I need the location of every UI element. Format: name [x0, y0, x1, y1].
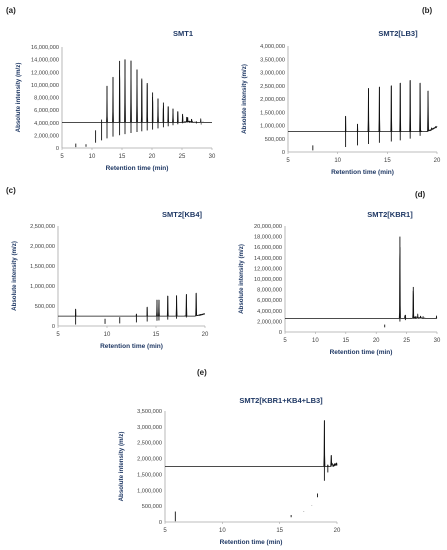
x-tick-label: 25: [403, 338, 410, 344]
x-axis-label: Retention time (min): [331, 169, 394, 176]
y-tick-label: 1,000,000: [260, 124, 285, 130]
y-tick-label: 3,500,000: [137, 409, 162, 415]
x-tick-label: 20: [149, 154, 156, 160]
y-tick-label: 2,000,000: [260, 97, 285, 103]
x-axis-label: Retention time (min): [220, 539, 283, 546]
y-axis-label: Absolute intensity (m/z): [11, 241, 18, 311]
y-tick-label: 14,000,000: [254, 256, 282, 262]
y-tick-label: 2,000,000: [30, 244, 55, 250]
chart-panel-3: SMT2[KB4] 0 500,000 1,000,000 1,500,000 2,000…: [11, 210, 209, 350]
y-tick-label: 0: [279, 330, 282, 336]
x-tick-label: 10: [334, 158, 341, 164]
y-tick-label: 4,000,000: [257, 309, 282, 315]
x-axis-label: Retention time (min): [100, 343, 163, 350]
y-tick-label: 4,000,000: [260, 44, 285, 50]
y-tick-label: 20,000,000: [254, 224, 282, 230]
x-tick-label: 15: [276, 528, 283, 534]
y-tick-label: 8,000,000: [34, 96, 59, 102]
y-tick-label: 18,000,000: [254, 235, 282, 241]
x-tick-label: 10: [219, 528, 226, 534]
chromatogram-trace: [287, 80, 438, 132]
y-tick-label: 1,000,000: [137, 488, 162, 494]
x-tick-label: 30: [209, 154, 216, 160]
x-tick-label: 10: [312, 338, 319, 344]
y-tick-label: 3,500,000: [260, 57, 285, 63]
y-tick-label: 2,000,000: [257, 319, 282, 325]
y-tick-label: 2,500,000: [260, 84, 285, 90]
y-tick-label: 8,000,000: [257, 288, 282, 294]
y-tick-label: 1,500,000: [137, 472, 162, 478]
y-tick-label: 12,000,000: [254, 266, 282, 272]
y-tick-label: 0: [282, 150, 285, 156]
y-tick-label: 500,000: [35, 304, 55, 310]
chromatogram-trace: [57, 292, 206, 317]
y-tick-label: 2,000,000: [137, 457, 162, 463]
x-tick-label: 15: [342, 338, 349, 344]
y-tick-label: 16,000,000: [31, 45, 59, 51]
x-tick-label: 5: [286, 158, 290, 164]
x-tick-label: 25: [179, 154, 186, 160]
chromatogram-trace: [164, 420, 338, 467]
panel-letter-e: (e): [197, 368, 207, 377]
x-tick-label: 30: [434, 338, 441, 344]
y-tick-label: 0: [52, 324, 55, 330]
y-tick-label: 4,000,000: [34, 121, 59, 127]
y-axis-label: Absolute intensity (m/z): [118, 432, 125, 502]
y-tick-label: 500,000: [142, 504, 162, 510]
y-tick-label: 6,000,000: [257, 298, 282, 304]
x-tick-label: 5: [283, 338, 287, 344]
x-tick-label: 5: [60, 154, 64, 160]
chart-panel-2: SMT2[LB3] 0 500,000 1,000,000 1,500,000 2,000…: [241, 29, 441, 176]
y-tick-label: 0: [159, 520, 162, 526]
y-tick-label: 2,500,000: [137, 441, 162, 447]
y-tick-label: 2,500,000: [30, 224, 55, 230]
x-tick-label: 15: [384, 158, 391, 164]
y-tick-label: 6,000,000: [34, 108, 59, 114]
y-tick-label: 16,000,000: [254, 245, 282, 251]
y-axis-label: Absolute intensity (m/z): [238, 244, 245, 314]
x-tick-label: 10: [104, 332, 111, 338]
y-tick-label: 10,000,000: [31, 83, 59, 89]
panel-letter-a: (a): [6, 6, 16, 15]
x-tick-label: 20: [373, 338, 380, 344]
y-tick-label: 12,000,000: [31, 70, 59, 76]
y-tick-label: 0: [56, 146, 59, 152]
chromatogram-trace: [284, 247, 438, 319]
y-axis-label: Absolute intensity (m/z): [241, 64, 248, 134]
chart-title: SMT2[LB3]: [378, 29, 418, 38]
y-tick-label: 500,000: [265, 137, 285, 143]
chart-panel-5: SMT2[KBR1+KB4+LB3] 0 500,000 1,000,000 1,500…: [118, 396, 341, 546]
chart-title: SMT2[KBR1]: [367, 210, 413, 219]
chart-panel-1: SMT1 0 2,000,000 4,000,000 6,000,000 8,000,00…: [15, 29, 216, 172]
chart-title: SMT2[KBR1+KB4+LB3]: [239, 396, 323, 405]
y-tick-label: 10,000,000: [254, 277, 282, 283]
panel-letter-b: (b): [422, 6, 433, 15]
x-tick-label: 5: [163, 528, 167, 534]
y-axis-label: Absolute intensity (m/z): [15, 63, 22, 133]
y-tick-label: 14,000,000: [31, 58, 59, 64]
x-axis-label: Retention time (min): [330, 349, 393, 356]
panel-letter-d: (d): [415, 190, 426, 199]
panel-letter-c: (c): [6, 186, 16, 195]
y-tick-label: 1,000,000: [30, 284, 55, 290]
x-tick-label: 15: [153, 332, 160, 338]
x-tick-label: 15: [119, 154, 126, 160]
x-axis-label: Retention time (min): [106, 165, 169, 172]
y-tick-label: 2,000,000: [34, 133, 59, 139]
y-tick-label: 1,500,000: [260, 110, 285, 116]
y-tick-label: 3,000,000: [137, 425, 162, 431]
chart-panel-4: SMT2[KBR1] 0 2,000,000 4,000,000 6,000,000 8,…: [238, 210, 441, 356]
x-tick-label: 5: [56, 332, 60, 338]
x-tick-label: 10: [89, 154, 96, 160]
y-tick-label: 1,500,000: [30, 264, 55, 270]
chart-title: SMT1: [173, 29, 193, 38]
x-tick-label: 20: [434, 158, 441, 164]
chart-title: SMT2[KB4]: [162, 210, 203, 219]
x-tick-label: 20: [202, 332, 209, 338]
y-tick-label: 3,000,000: [260, 71, 285, 77]
x-tick-label: 20: [334, 528, 341, 534]
